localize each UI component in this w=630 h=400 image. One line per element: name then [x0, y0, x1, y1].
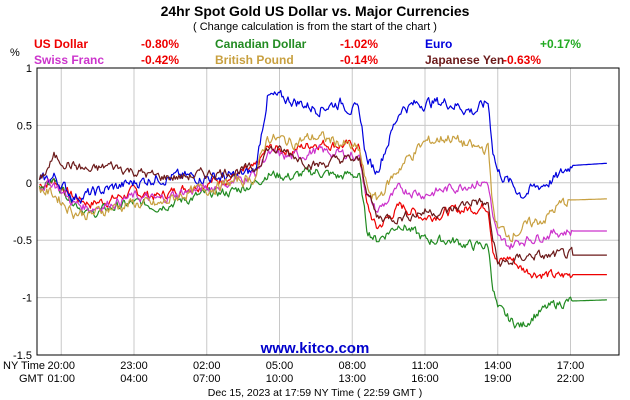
x-tick-label-gmt: 07:00: [193, 373, 221, 385]
x-tick-label-gmt: 10:00: [266, 373, 294, 385]
y-tick-labels: 1 0.5 0 -0.5 -1 -1.5: [13, 63, 32, 362]
legend-change-british-pound: -0.14%: [340, 53, 378, 67]
x-tick-label-ny: 14:00: [484, 360, 512, 372]
ny-time-label: NY Time: [3, 360, 45, 372]
legend-change-japanese-yen: -0.63%: [503, 53, 541, 67]
series-line-us-dollar: [39, 139, 607, 279]
x-tick-label-ny: 20:00: [47, 360, 75, 372]
chart-title: 24hr Spot Gold US Dollar vs. Major Curre…: [161, 3, 470, 19]
legend-change-swiss-franc: -0.42%: [141, 53, 179, 67]
series-line-canadian-dollar: [38, 166, 607, 329]
legend: US Dollar -0.80% Canadian Dollar -1.02% …: [34, 37, 581, 67]
legend-name-swiss-franc: Swiss Franc: [34, 53, 104, 67]
y-tick-label: 1: [26, 63, 32, 75]
legend-name-canadian-dollar: Canadian Dollar: [215, 37, 307, 51]
series-line-euro: [38, 89, 607, 204]
series-line-japanese-yen: [38, 145, 607, 267]
legend-name-us-dollar: US Dollar: [34, 37, 88, 51]
legend-name-british-pound: British Pound: [215, 53, 294, 67]
gmt-label: GMT: [19, 373, 44, 385]
legend-change-us-dollar: -0.80%: [141, 37, 179, 51]
x-tick-label-gmt: 22:00: [557, 373, 585, 385]
legend-name-japanese-yen: Japanese Yen: [425, 53, 504, 67]
chart-subtitle: ( Change calculation is from the start o…: [193, 21, 437, 33]
legend-change-euro: +0.17%: [540, 37, 581, 51]
plot-frame: [36, 67, 620, 356]
x-tick-label-gmt: 19:00: [484, 373, 512, 385]
footer-timestamp: Dec 15, 2023 at 17:59 NY Time ( 22:59 GM…: [208, 387, 422, 399]
y-tick-label: 0: [26, 178, 32, 190]
x-tick-label-ny: 08:00: [338, 360, 366, 372]
series-line-british-pound: [38, 131, 607, 243]
series-lines: [38, 89, 607, 329]
legend-change-canadian-dollar: -1.02%: [340, 37, 378, 51]
x-tick-label-gmt: 01:00: [47, 373, 75, 385]
y-tick-label: -0.5: [13, 235, 32, 247]
x-tick-label-ny: 23:00: [120, 360, 148, 372]
x-tick-label-ny: 17:00: [557, 360, 585, 372]
x-tick-label-ny: 11:00: [412, 360, 439, 372]
y-tick-label: -1: [22, 293, 32, 305]
y-tick-label: -1.5: [13, 350, 32, 362]
x-tick-label-gmt: 13:00: [338, 373, 366, 385]
grid: [37, 67, 619, 356]
y-axis-label: %: [10, 47, 20, 59]
watermark: www.kitco.com: [260, 340, 370, 357]
x-tick-label-gmt: 04:00: [120, 373, 148, 385]
x-tick-label-gmt: 16:00: [411, 373, 439, 385]
x-tick-label-ny: 05:00: [266, 360, 294, 372]
y-tick-label: 0.5: [17, 120, 32, 132]
series-line-swiss-franc: [38, 144, 607, 250]
legend-name-euro: Euro: [425, 37, 452, 51]
x-tick-label-ny: 02:00: [193, 360, 221, 372]
